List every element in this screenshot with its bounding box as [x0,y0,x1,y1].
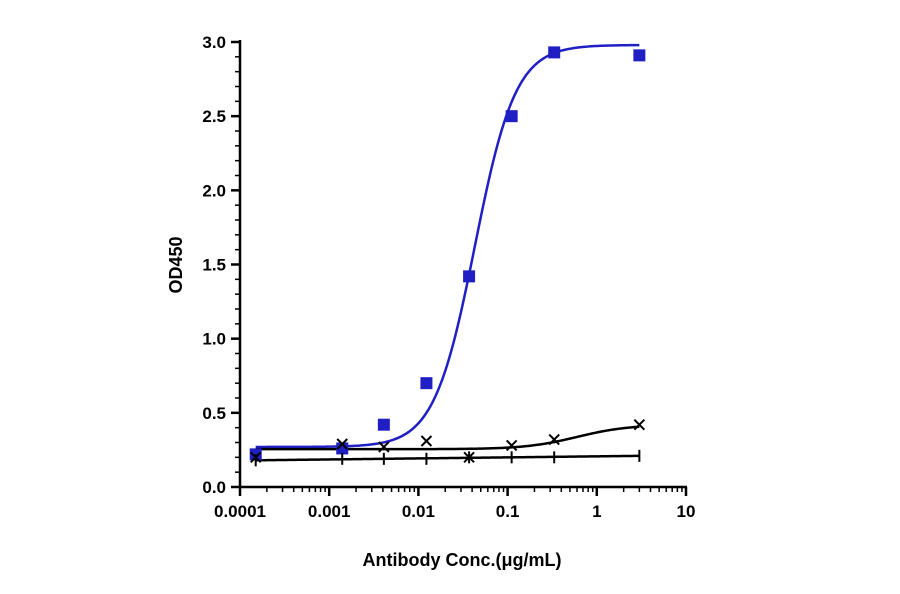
data-point-series-1 [633,49,646,62]
cross-stroke [378,441,390,453]
y-tick-label: 0.0 [202,478,226,497]
cross-stroke [336,438,348,450]
data-point-series-1 [505,110,518,123]
fit-curve-series-1 [255,43,640,449]
data-point-series-1 [336,442,349,455]
cross-stroke [633,418,646,431]
cross-stroke [420,435,433,447]
x-axis-title: Antibody Conc.(μg/mL) [363,550,562,570]
y-tick-label: 1.5 [202,256,226,275]
y-tick-label: 2.0 [202,181,226,200]
fit-curves [255,43,640,462]
data-point-series-2 [378,441,390,453]
x-tick-label: 10 [677,502,696,521]
y-axis-title: OD450 [166,236,186,293]
data-point-series-1 [420,377,433,390]
data-point-series-1 [548,46,561,59]
axes: 0.0 0.5 1.0 1.5 2.0 2.5 3.0 0.0001 0.001 0.01 0.1 1… [202,33,695,521]
x-tick-label: 0.0001 [214,502,266,521]
y-tick-label: 1.0 [202,330,226,349]
fit-curve-series-3 [255,454,640,462]
data-point-series-1 [463,270,476,283]
y-tick-label: 0.5 [202,404,226,423]
x-tick-label: 0.001 [308,502,351,521]
x-tick-label: 0.01 [402,502,435,521]
y-tick-label: 3.0 [202,33,226,52]
x-tick-label: 1 [592,502,601,521]
data-point-series-2 [505,439,518,452]
data-point-series-2 [336,438,348,450]
data-point-series-2 [548,433,560,446]
data-point-series-2 [420,435,433,447]
cross-stroke [548,433,560,446]
fit-curve-series-2 [255,425,640,451]
data-markers [249,46,646,467]
y-tick-label: 2.5 [202,107,226,126]
cross-stroke [505,439,518,452]
data-point-series-1 [377,418,390,431]
data-point-series-2 [633,418,646,431]
x-tick-label: 0.1 [496,502,520,521]
